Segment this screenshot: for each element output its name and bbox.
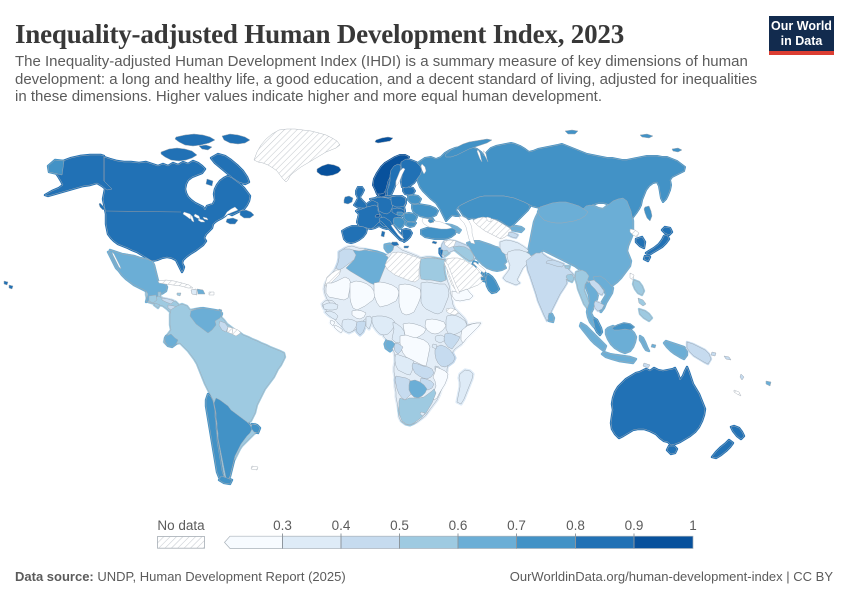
svg-text:1: 1 [689,518,697,533]
svg-text:0.6: 0.6 [449,518,468,533]
svg-text:No data: No data [157,518,205,533]
svg-text:0.5: 0.5 [390,518,409,533]
svg-text:0.9: 0.9 [625,518,644,533]
svg-text:0.4: 0.4 [332,518,351,533]
svg-text:0.7: 0.7 [507,518,526,533]
svg-text:0.3: 0.3 [273,518,292,533]
svg-text:0.8: 0.8 [566,518,585,533]
